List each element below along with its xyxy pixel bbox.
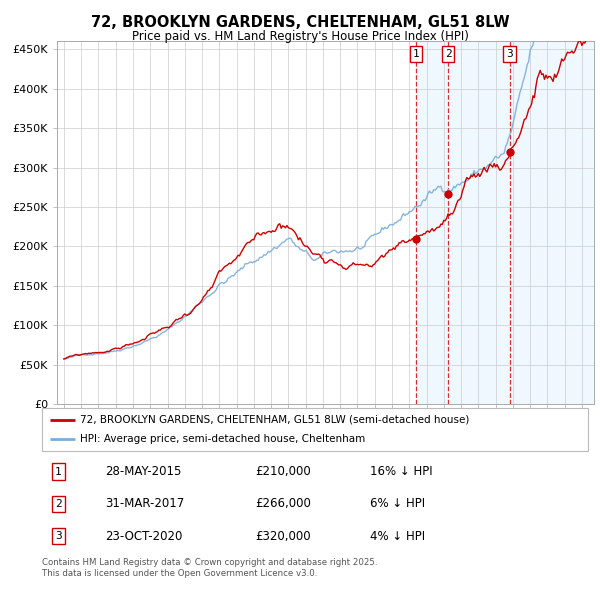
Text: £210,000: £210,000 xyxy=(255,466,311,478)
Bar xyxy=(416,41,600,404)
Text: 31-MAR-2017: 31-MAR-2017 xyxy=(105,497,184,510)
Text: £320,000: £320,000 xyxy=(255,530,311,543)
Text: 72, BROOKLYN GARDENS, CHELTENHAM, GL51 8LW: 72, BROOKLYN GARDENS, CHELTENHAM, GL51 8… xyxy=(91,15,509,30)
Text: 28-MAY-2015: 28-MAY-2015 xyxy=(105,466,181,478)
Text: 23-OCT-2020: 23-OCT-2020 xyxy=(105,530,182,543)
Text: 2: 2 xyxy=(445,49,451,59)
Text: 6% ↓ HPI: 6% ↓ HPI xyxy=(370,497,425,510)
Text: 3: 3 xyxy=(506,49,513,59)
Text: 16% ↓ HPI: 16% ↓ HPI xyxy=(370,466,432,478)
Text: 4% ↓ HPI: 4% ↓ HPI xyxy=(370,530,425,543)
Text: 1: 1 xyxy=(55,467,62,477)
Text: 1: 1 xyxy=(413,49,419,59)
Text: Price paid vs. HM Land Registry's House Price Index (HPI): Price paid vs. HM Land Registry's House … xyxy=(131,30,469,43)
Text: £266,000: £266,000 xyxy=(255,497,311,510)
Text: HPI: Average price, semi-detached house, Cheltenham: HPI: Average price, semi-detached house,… xyxy=(80,434,365,444)
Text: 3: 3 xyxy=(55,531,62,541)
Text: Contains HM Land Registry data © Crown copyright and database right 2025.
This d: Contains HM Land Registry data © Crown c… xyxy=(42,558,377,578)
Text: 2: 2 xyxy=(55,499,62,509)
Text: 72, BROOKLYN GARDENS, CHELTENHAM, GL51 8LW (semi-detached house): 72, BROOKLYN GARDENS, CHELTENHAM, GL51 8… xyxy=(80,415,470,425)
